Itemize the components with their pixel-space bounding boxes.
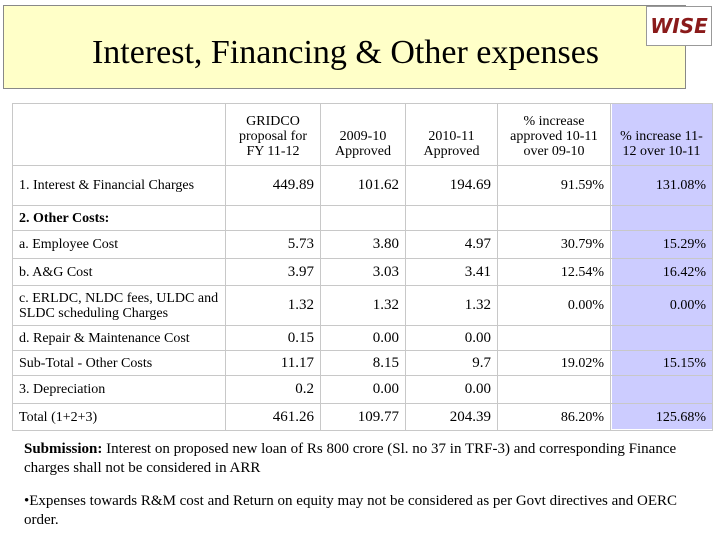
row-label: 3. Depreciation — [12, 375, 226, 404]
cell: 0.00 — [405, 325, 498, 351]
row-label: a. Employee Cost — [12, 230, 226, 259]
table-row: 2. Other Costs: — [12, 205, 713, 231]
column-header: 2009-10 Approved — [320, 103, 406, 166]
cell: 15.15% — [610, 350, 713, 376]
cell: 125.68% — [610, 403, 713, 431]
column-header: GRIDCO proposal for FY 11-12 — [225, 103, 321, 166]
cell: 8.15 — [320, 350, 406, 376]
row-label: b. A&G Cost — [12, 258, 226, 286]
cell: 109.77 — [320, 403, 406, 431]
cell — [497, 325, 611, 351]
cell: 101.62 — [320, 165, 406, 206]
cell: 449.89 — [225, 165, 321, 206]
cell: 0.15 — [225, 325, 321, 351]
cell — [497, 375, 611, 404]
cell: 3.03 — [320, 258, 406, 286]
cell: 3.41 — [405, 258, 498, 286]
notes: Submission: Interest on proposed new loa… — [24, 440, 714, 530]
table-row: b. A&G Cost 3.97 3.03 3.41 12.54% 16.42% — [12, 258, 713, 286]
cell — [610, 325, 713, 351]
title: Interest, Financing & Other expenses — [91, 34, 600, 71]
cell: 11.17 — [225, 350, 321, 376]
title-box: Interest, Financing & Other expenses — [3, 5, 686, 89]
bullet: •Expenses towards R&M cost and Return on… — [24, 493, 678, 528]
table-row: Sub-Total - Other Costs 11.17 8.15 9.7 19.02… — [12, 350, 713, 376]
submission: Submission: Interest on proposed new loa… — [24, 440, 714, 478]
column-header — [12, 103, 226, 166]
cell: 461.26 — [225, 403, 321, 431]
cell: 131.08% — [610, 165, 713, 206]
cell: 0.00% — [610, 285, 713, 326]
submission-label: Submission: — [24, 441, 103, 457]
cell: 1.32 — [225, 285, 321, 326]
expense-table: GRIDCO proposal for FY 11-12 2009-10 Appr… — [12, 103, 713, 431]
cell: 0.00 — [320, 325, 406, 351]
table-row: 1. Interest & Financial Charges 449.89 101… — [12, 165, 713, 206]
table-row: a. Employee Cost 5.73 3.80 4.97 30.79% 15.29% — [12, 230, 713, 259]
cell: 0.00 — [405, 375, 498, 404]
row-label: d. Repair & Maintenance Cost — [12, 325, 226, 351]
cell: 86.20% — [497, 403, 611, 431]
row-label: Total (1+2+3) — [12, 403, 226, 431]
logo: WISE — [646, 6, 712, 46]
row-label: Sub-Total - Other Costs — [12, 350, 226, 376]
cell: 194.69 — [405, 165, 498, 206]
cell: 0.00 — [320, 375, 406, 404]
cell: 0.00% — [497, 285, 611, 326]
cell: 91.59% — [497, 165, 611, 206]
cell — [610, 375, 713, 404]
cell: 30.79% — [497, 230, 611, 259]
column-header: 2010-11 Approved — [405, 103, 498, 166]
cell — [225, 205, 321, 231]
cell: 3.97 — [225, 258, 321, 286]
cell — [320, 205, 406, 231]
cell — [610, 205, 713, 231]
table-row: 3. Depreciation 0.2 0.00 0.00 — [12, 375, 713, 404]
table-row: d. Repair & Maintenance Cost 0.15 0.00 0.00 — [12, 325, 713, 351]
row-label: 2. Other Costs: — [12, 205, 226, 231]
row-label: c. ERLDC, NLDC fees, ULDC and SLDC sched… — [12, 285, 226, 326]
cell: 4.97 — [405, 230, 498, 259]
cell: 15.29% — [610, 230, 713, 259]
table-row: Total (1+2+3) 461.26 109.77 204.39 86.20% 125… — [12, 403, 713, 431]
cell: 0.2 — [225, 375, 321, 404]
cell: 9.7 — [405, 350, 498, 376]
cell — [405, 205, 498, 231]
cell: 5.73 — [225, 230, 321, 259]
cell: 19.02% — [497, 350, 611, 376]
cell: 1.32 — [405, 285, 498, 326]
row-label: 1. Interest & Financial Charges — [12, 165, 226, 206]
cell — [497, 205, 611, 231]
table-row: c. ERLDC, NLDC fees, ULDC and SLDC sched… — [12, 285, 713, 326]
cell: 3.80 — [320, 230, 406, 259]
column-header: % increase 11-12 over 10-11 — [610, 103, 713, 166]
column-header: % increase approved 10-11 over 09-10 — [497, 103, 611, 166]
cell: 16.42% — [610, 258, 713, 286]
cell: 12.54% — [497, 258, 611, 286]
cell: 204.39 — [405, 403, 498, 431]
cell: 1.32 — [320, 285, 406, 326]
submission-text: Interest on proposed new loan of Rs 800 … — [24, 441, 677, 476]
header-row: GRIDCO proposal for FY 11-12 2009-10 Appr… — [12, 103, 713, 166]
